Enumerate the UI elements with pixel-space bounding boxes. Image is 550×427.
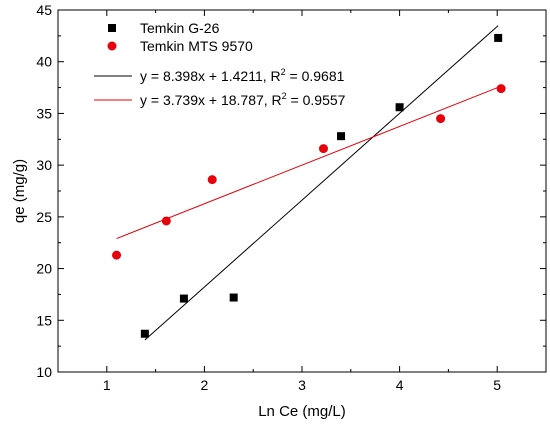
y-tick-label: 30 [36,157,52,173]
point-series-0 [179,294,188,303]
fit-g26-main: y = 8.398x + 1.4211, R [140,68,281,84]
point-series-1 [318,144,328,154]
x-tick-label: 2 [201,377,209,393]
y-tick-label: 35 [36,105,52,121]
fit-mts9570-sup: 2 [282,91,287,101]
y-tick-label: 20 [36,261,52,277]
legend-label-g26: Temkin G-26 [140,20,220,36]
x-tick-label: 3 [298,377,306,393]
point-series-0 [140,329,149,338]
legend-label-mts9570: Temkin MTS 9570 [140,38,253,54]
fit-line-0 [144,25,499,341]
fit-g26-sup: 2 [281,67,286,77]
fit-lines [116,25,502,341]
legend-marker-mts9570 [107,41,117,51]
x-tick-label: 1 [103,377,111,393]
y-tick-label: 15 [36,312,52,328]
point-series-1 [207,175,217,185]
point-series-1 [436,114,446,124]
fit-mts9570-main: y = 3.739x + 18.787, R [140,92,282,108]
x-axis-title: Ln Ce (mg/L) [258,403,346,420]
legend-marker-g26 [108,24,116,32]
point-series-0 [494,33,503,42]
point-series-0 [229,293,238,302]
point-series-1 [496,84,506,94]
plot-frame [57,9,547,373]
legend: Temkin G-26 Temkin MTS 9570 y = 8.398x +… [94,20,346,108]
point-series-0 [395,103,404,112]
point-series-1 [112,250,122,260]
legend-label-fit-mts9570: y = 3.739x + 18.787, R2 = 0.9557 [140,91,346,108]
point-series-0 [337,132,346,141]
point-series-1 [161,216,171,226]
y-tick-label: 10 [36,364,52,380]
y-axis-title: qe (mg/g) [11,159,28,223]
data-points [112,33,506,338]
fit-line-1 [116,85,502,240]
x-tick-label: 5 [493,377,501,393]
fit-g26-tail: = 0.9681 [286,68,345,84]
y-axis: 10 15 20 25 30 35 40 45 [36,2,546,380]
y-tick-label: 40 [36,54,52,70]
legend-label-fit-g26: y = 8.398x + 1.4211, R2 = 0.9681 [140,67,345,84]
fit-mts9570-tail: = 0.9557 [287,92,346,108]
y-tick-label: 25 [36,209,52,225]
x-tick-label: 4 [396,377,404,393]
y-tick-label: 45 [36,2,52,18]
